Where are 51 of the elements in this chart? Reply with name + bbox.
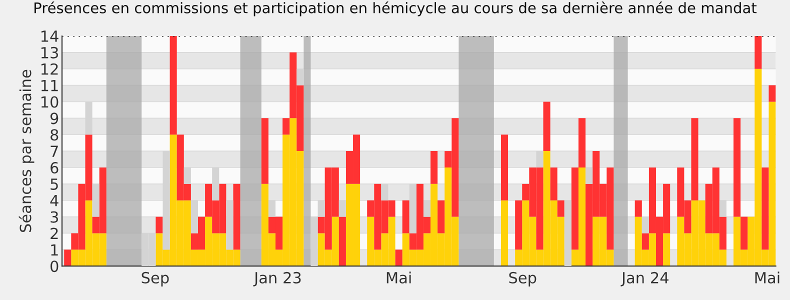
y-tick-label: 1 — [51, 244, 58, 256]
y-tick-label: 8 — [50, 129, 58, 141]
y-tick-label: 2 — [50, 228, 58, 240]
y-tick-label: 6 — [50, 162, 58, 174]
chart-title: Présences en commissions et participation en hémicycle au cours de sa dernière année de mandat — [34, 2, 757, 16]
y-tick-label: 12 — [41, 63, 58, 75]
bar — [571, 167, 578, 250]
bar — [500, 134, 508, 200]
bar — [338, 216, 346, 266]
y-tick-label: 7 — [50, 146, 58, 157]
x-tick-label: Mai — [755, 272, 780, 284]
y-axis-title: Séances par semaine — [18, 70, 34, 232]
bar — [754, 36, 762, 69]
bar — [642, 233, 649, 250]
bar — [578, 118, 586, 168]
x-tick-label: Jan 24 — [620, 272, 668, 286]
bar — [438, 200, 445, 234]
y-tick-label: 4 — [50, 195, 58, 206]
bar — [663, 233, 670, 266]
bar — [768, 85, 776, 102]
bar — [261, 118, 268, 184]
bar — [500, 200, 508, 266]
bar — [402, 200, 410, 234]
bar — [170, 36, 177, 135]
x-tick-label: Sep — [142, 272, 169, 286]
y-tick-label: 11 — [41, 80, 58, 92]
bar — [64, 250, 72, 266]
bar — [395, 250, 402, 266]
bar — [156, 216, 163, 234]
bar — [550, 167, 558, 200]
bar — [515, 200, 522, 250]
bar — [734, 118, 741, 217]
bar — [430, 151, 438, 184]
bar — [634, 200, 642, 217]
y-tick-label: 10 — [41, 96, 58, 108]
bar — [557, 200, 564, 217]
bar — [762, 167, 769, 250]
bar — [543, 102, 550, 152]
x-tick-label: Sep — [509, 272, 536, 286]
y-tick-label: 14 — [41, 30, 58, 42]
y-tick-label: 3 — [50, 211, 58, 223]
y-tick-label: 13 — [41, 46, 58, 58]
bar — [233, 184, 240, 250]
bar — [282, 118, 290, 135]
x-tick-label: Jan 23 — [253, 272, 301, 286]
bar — [691, 118, 698, 200]
bar — [740, 216, 748, 250]
y-tick-label: 0 — [50, 260, 58, 272]
x-tick-label: Mai — [386, 272, 411, 284]
y-tick-label: 9 — [50, 112, 58, 124]
y-tick-label: 5 — [50, 178, 58, 190]
